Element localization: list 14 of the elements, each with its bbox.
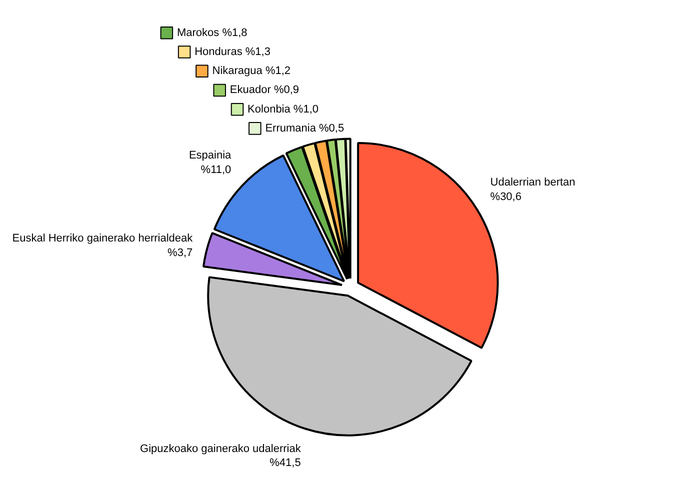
- legend-label: Nikaragua %1,2: [212, 65, 291, 78]
- legend-label: Ekuador %0,9: [230, 84, 300, 96]
- slice-label: Euskal Herriko gainerako herrialdeak: [12, 232, 194, 245]
- data-label: %30,6: [490, 190, 522, 203]
- slice-label: Espainia: [188, 149, 232, 162]
- legend-label: Errumania %0,5: [265, 122, 344, 134]
- slice-label: Udalerrian bertan: [490, 176, 576, 189]
- legend-label: Marokos %1,8: [176, 26, 248, 39]
- slice-label: Gipuzkoako gainerako udalerriak: [140, 442, 302, 455]
- legend-label: Honduras %1,3: [194, 46, 270, 58]
- data-label: %11,0: [200, 164, 232, 176]
- data-label: %41,5: [270, 457, 301, 470]
- data-label: %3,7: [168, 246, 193, 259]
- legend-label: Kolonbia %1,0: [248, 103, 319, 116]
